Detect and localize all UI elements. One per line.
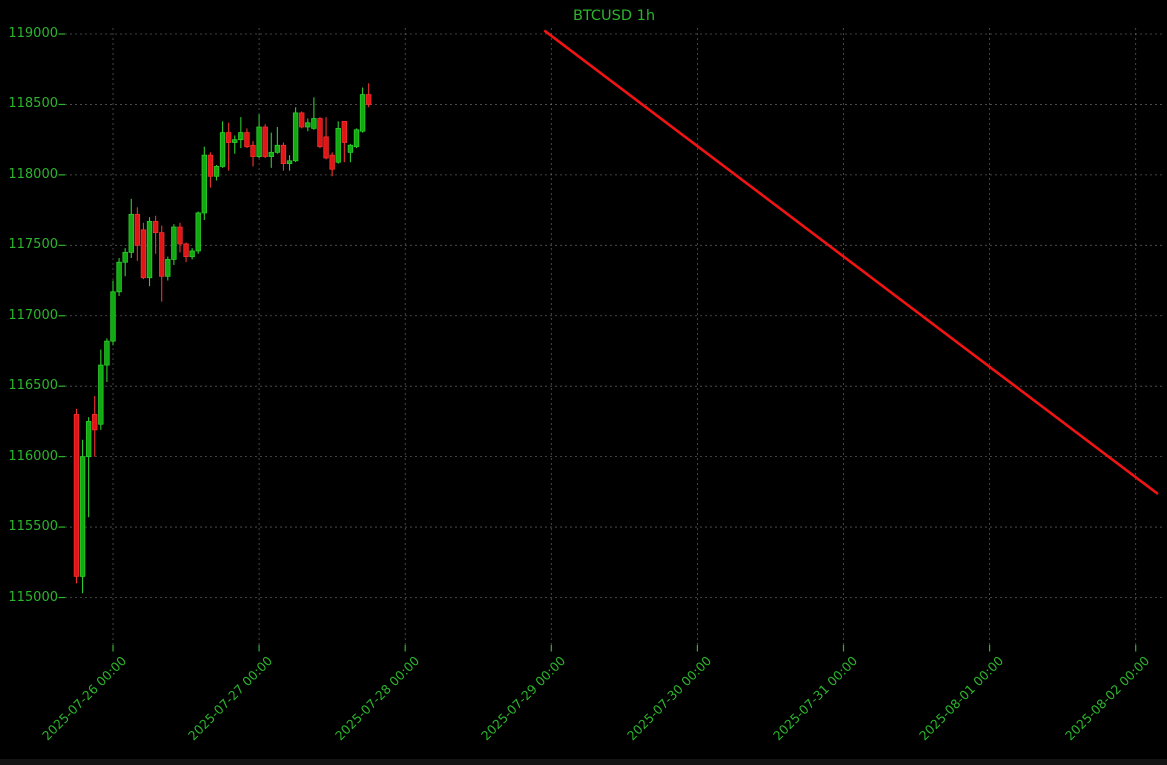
chart-title: BTCUSD 1h [572, 8, 656, 24]
y-tick-label: 117000 [8, 307, 58, 323]
candle-body [305, 122, 311, 128]
candle-body [365, 94, 372, 105]
bottom-strip [0, 759, 1167, 765]
candle-body [232, 139, 238, 143]
candle-body [213, 166, 220, 177]
candle-body [341, 120, 348, 143]
candle-body [359, 94, 366, 132]
candle-body [165, 259, 171, 277]
candle-body [262, 126, 268, 157]
candle-body [201, 154, 208, 214]
candle-body [116, 261, 122, 293]
y-tick-label: 119000 [8, 26, 58, 41]
candle-body [195, 212, 201, 252]
candle-body [335, 127, 341, 163]
candle-body [189, 250, 195, 257]
candle-body [286, 160, 293, 165]
candle-body [219, 132, 226, 167]
candle-body [256, 126, 262, 157]
candle-body [280, 144, 287, 165]
candle-body [134, 213, 141, 246]
candle-body [110, 291, 116, 342]
candle-body [85, 421, 92, 458]
candle-body [329, 154, 335, 170]
y-tick-label: 118000 [8, 166, 58, 182]
candle-body [347, 144, 354, 153]
candle-body [104, 340, 110, 366]
candle-body [92, 413, 98, 431]
candle-body [98, 364, 104, 425]
y-tick-label: 117500 [8, 237, 58, 253]
candle-body [158, 232, 165, 277]
candle-body [152, 220, 159, 234]
y-tick-label: 115000 [8, 589, 58, 605]
candle-body [79, 456, 86, 577]
candle-body [122, 251, 128, 263]
candle-body [323, 136, 329, 159]
candle-body [225, 132, 232, 143]
candle-body [268, 151, 274, 157]
candle-body [311, 118, 317, 129]
candle-body [274, 144, 281, 153]
candle-body [244, 132, 250, 148]
candle-body [238, 132, 244, 141]
candle-body [207, 154, 214, 177]
candle-body [250, 144, 256, 157]
candle-body [299, 112, 305, 128]
candle-body [292, 112, 299, 162]
y-tick-label: 116500 [8, 378, 58, 394]
candle-body [353, 129, 360, 148]
candle-body [171, 226, 177, 260]
trend-line [543, 29, 1159, 495]
candle-body [128, 213, 134, 253]
candle-body [146, 220, 153, 279]
y-tick-label: 118500 [8, 96, 58, 112]
candle-body [177, 226, 183, 245]
y-tick-label: 115500 [8, 519, 58, 535]
y-tick-label: 116000 [8, 448, 58, 464]
candle-body [73, 413, 80, 577]
candle-body [140, 229, 147, 279]
candle-body [183, 243, 189, 257]
candle-body [317, 118, 323, 148]
